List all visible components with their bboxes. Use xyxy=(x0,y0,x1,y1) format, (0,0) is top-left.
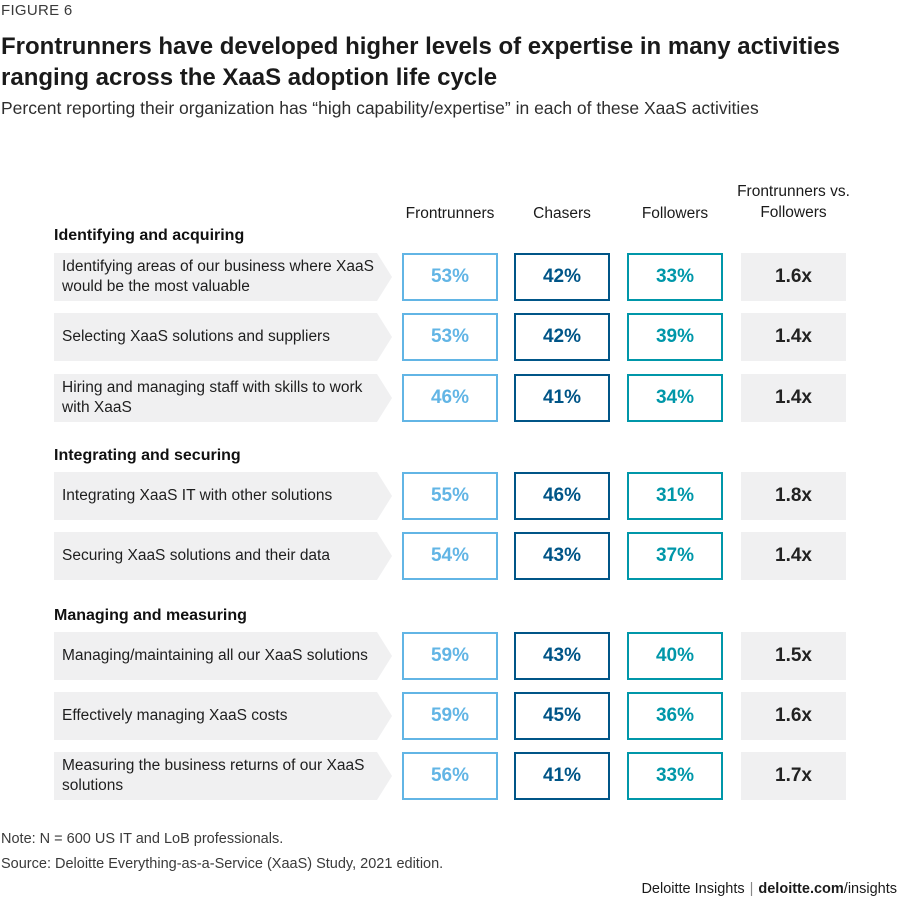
activity-label-box: Measuring the business returns of our Xa… xyxy=(54,752,392,800)
column-header-chasers: Chasers xyxy=(533,205,591,222)
frontrunners-value: 59% xyxy=(402,632,498,680)
ratio-value: 1.4x xyxy=(741,374,846,422)
activity-label-box: Integrating XaaS IT with other solutions xyxy=(54,472,392,520)
frontrunners-value: 54% xyxy=(402,532,498,580)
followers-value: 33% xyxy=(627,253,723,301)
group-heading: Integrating and securing xyxy=(54,447,241,464)
site-suffix[interactable]: /insights xyxy=(843,881,897,897)
site-prefix[interactable]: deloitte.com xyxy=(758,881,844,897)
followers-value: 39% xyxy=(627,313,723,361)
activity-label: Hiring and managing staff with skills to… xyxy=(62,379,363,416)
footer: Deloitte Insights | deloitte.com/insights xyxy=(641,881,897,897)
activity-label-box: Selecting XaaS solutions and suppliers xyxy=(54,313,392,361)
frontrunners-value: 59% xyxy=(402,692,498,740)
frontrunners-value: 53% xyxy=(402,313,498,361)
followers-value: 34% xyxy=(627,374,723,422)
ratio-value: 1.4x xyxy=(741,313,846,361)
chasers-value: 41% xyxy=(514,374,610,422)
activity-label-box: Hiring and managing staff with skills to… xyxy=(54,374,392,422)
column-header-followers: Followers xyxy=(641,205,709,222)
activity-label: Integrating XaaS IT with other solutions xyxy=(62,487,333,504)
followers-value: 36% xyxy=(627,692,723,740)
followers-value: 33% xyxy=(627,752,723,800)
chasers-value: 41% xyxy=(514,752,610,800)
activity-label-box: Identifying areas of our business where … xyxy=(54,253,392,301)
activity-label: Measuring the business returns of our Xa… xyxy=(62,757,365,794)
source: Source: Deloitte Everything-as-a-Service… xyxy=(1,856,444,872)
note: Note: N = 600 US IT and LoB professional… xyxy=(1,831,284,847)
chasers-value: 43% xyxy=(514,632,610,680)
frontrunners-value: 55% xyxy=(402,472,498,520)
followers-value: 40% xyxy=(627,632,723,680)
ratio-value: 1.8x xyxy=(741,472,846,520)
figure-label: FIGURE 6 xyxy=(1,2,73,19)
activity-label: Selecting XaaS solutions and suppliers xyxy=(62,328,330,345)
column-header-ratio: Frontrunners vs. Followers xyxy=(737,183,850,221)
chasers-value: 42% xyxy=(514,253,610,301)
activity-label-box: Effectively managing XaaS costs xyxy=(54,692,392,740)
group-heading: Identifying and acquiring xyxy=(54,227,245,244)
ratio-value: 1.5x xyxy=(741,632,846,680)
group-heading: Managing and measuring xyxy=(54,607,247,624)
ratio-value: 1.6x xyxy=(741,253,846,301)
footer-separator: | xyxy=(749,881,754,897)
frontrunners-value: 53% xyxy=(402,253,498,301)
chart-title: Frontrunners have developed higher level… xyxy=(1,33,840,91)
activity-label: Identifying areas of our business where … xyxy=(62,258,374,295)
chasers-value: 42% xyxy=(514,313,610,361)
activity-label-box: Managing/maintaining all our XaaS soluti… xyxy=(54,632,392,680)
activity-label: Securing XaaS solutions and their data xyxy=(62,547,330,564)
chasers-value: 45% xyxy=(514,692,610,740)
column-header-frontrunners: Frontrunners xyxy=(405,205,495,222)
followers-value: 31% xyxy=(627,472,723,520)
ratio-value: 1.6x xyxy=(741,692,846,740)
ratio-value: 1.7x xyxy=(741,752,846,800)
chasers-value: 43% xyxy=(514,532,610,580)
activity-label-box: Securing XaaS solutions and their data xyxy=(54,532,392,580)
chasers-value: 46% xyxy=(514,472,610,520)
activity-label: Effectively managing XaaS costs xyxy=(62,707,288,724)
frontrunners-value: 56% xyxy=(402,752,498,800)
activity-label: Managing/maintaining all our XaaS soluti… xyxy=(62,647,368,664)
frontrunners-value: 46% xyxy=(402,374,498,422)
ratio-value: 1.4x xyxy=(741,532,846,580)
chart-subtitle: Percent reporting their organization has… xyxy=(1,98,759,118)
followers-value: 37% xyxy=(627,532,723,580)
brand-name: Deloitte Insights xyxy=(641,881,745,897)
